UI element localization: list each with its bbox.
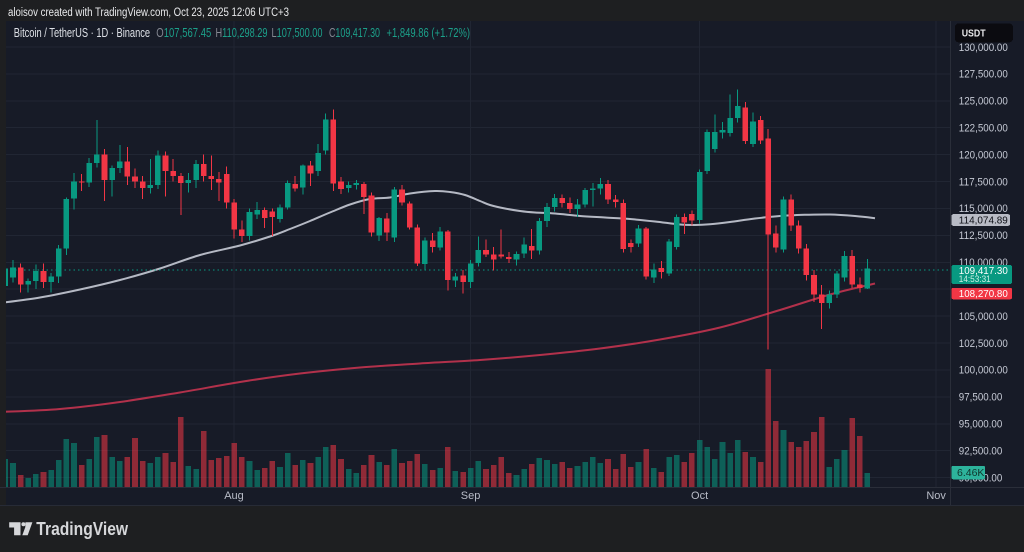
svg-text:122,500.00: 122,500.00	[959, 123, 1008, 135]
svg-text:O107,567.45: O107,567.45	[156, 26, 211, 40]
svg-text:Nov: Nov	[926, 490, 946, 502]
svg-text:115,000.00: 115,000.00	[959, 203, 1008, 215]
svg-text:6.46K: 6.46K	[957, 467, 984, 479]
svg-text:125,000.00: 125,000.00	[959, 96, 1008, 108]
svg-text:Sep: Sep	[461, 490, 481, 502]
svg-text:117,500.00: 117,500.00	[959, 176, 1008, 188]
svg-text:105,000.00: 105,000.00	[959, 311, 1008, 323]
svg-text:TradingView: TradingView	[36, 519, 129, 539]
svg-text:130,000.00: 130,000.00	[959, 42, 1008, 54]
svg-text:92,500.00: 92,500.00	[959, 446, 1003, 458]
svg-text:97,500.00: 97,500.00	[959, 392, 1003, 404]
svg-text:aloisov created with TradingVi: aloisov created with TradingView.com, Oc…	[8, 7, 289, 19]
svg-text:102,500.00: 102,500.00	[959, 338, 1008, 350]
svg-text:Aug: Aug	[224, 490, 244, 502]
svg-text:108,270.80: 108,270.80	[959, 288, 1008, 300]
svg-text:120,000.00: 120,000.00	[959, 149, 1008, 161]
svg-text:112,500.00: 112,500.00	[959, 230, 1008, 242]
svg-text:USDT: USDT	[962, 27, 986, 39]
svg-text:100,000.00: 100,000.00	[959, 365, 1008, 377]
svg-text:C109,417.30: C109,417.30	[329, 26, 380, 40]
svg-text:+1,849.86 (+1.72%): +1,849.86 (+1.72%)	[387, 26, 471, 40]
svg-text:109,417.30: 109,417.30	[959, 265, 1008, 277]
svg-text:114,074.89: 114,074.89	[959, 214, 1008, 226]
svg-text:Bitcoin / TetherUS · 1D · Bina: Bitcoin / TetherUS · 1D · Binance	[14, 26, 150, 40]
svg-text:Oct: Oct	[691, 490, 708, 502]
svg-text:L107,500.00: L107,500.00	[272, 26, 323, 40]
svg-text:14:53:31: 14:53:31	[959, 274, 991, 284]
svg-text:H110,298.29: H110,298.29	[216, 26, 268, 40]
svg-text:95,000.00: 95,000.00	[959, 419, 1003, 431]
svg-text:127,500.00: 127,500.00	[959, 69, 1008, 81]
